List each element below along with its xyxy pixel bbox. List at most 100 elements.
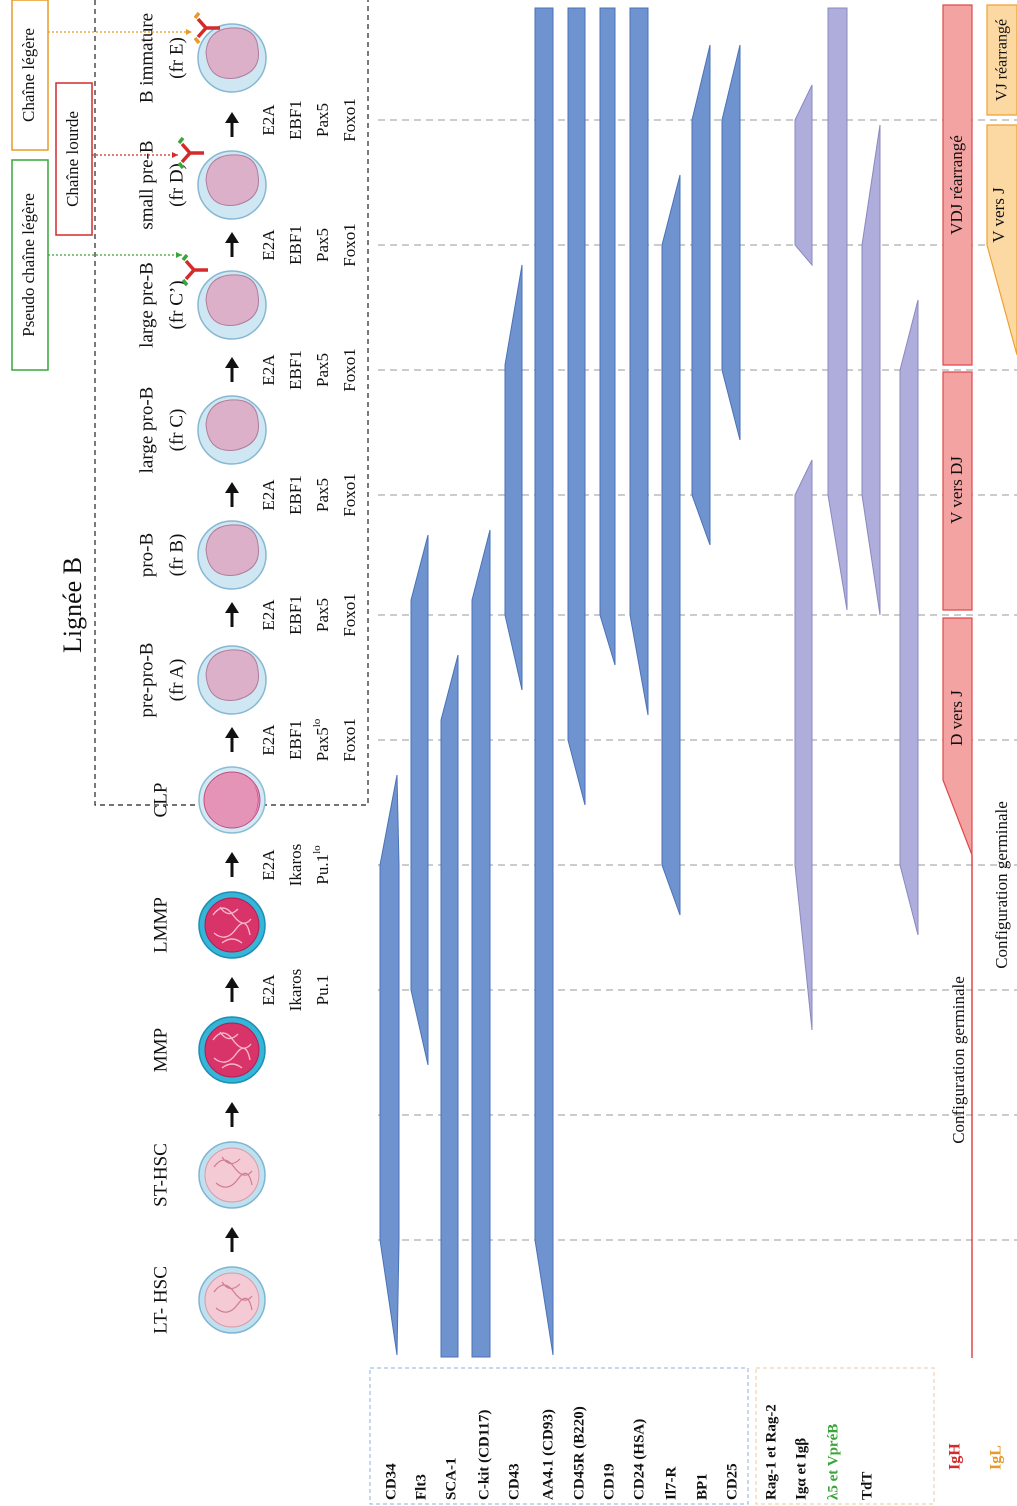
factor: Pax5lo: [311, 718, 332, 761]
factor: Pu.1: [313, 975, 332, 1006]
gene-label: TdT: [859, 1472, 875, 1500]
cell-nucleus: [204, 897, 260, 953]
arrow-head: [225, 602, 239, 613]
nucleus-crescent: [250, 780, 259, 820]
factor: Ikaros: [286, 844, 305, 886]
antibody-light: [181, 253, 189, 287]
antibody-heavy: [184, 259, 208, 281]
antibody-heavy: [196, 17, 220, 39]
igh-name: IgH: [947, 1443, 964, 1470]
stage-name: pre-pro-B: [136, 643, 157, 718]
cell: [198, 1141, 266, 1209]
marker-label: CD25: [724, 1463, 740, 1500]
factor: E2A: [259, 849, 278, 881]
arrow-head: [225, 112, 239, 123]
stage-name: MMP: [150, 1028, 171, 1072]
igh-segment: [942, 4, 973, 366]
arrow-head: [225, 232, 239, 243]
marker-bar: [379, 774, 400, 1356]
gene-bar: [827, 7, 848, 611]
connector-head: [176, 252, 182, 258]
marker-legend-box: [369, 1367, 749, 1505]
cell-nucleus: [205, 154, 260, 206]
gene-bar: [794, 84, 813, 267]
antibody-light: [193, 11, 201, 45]
factor-sup: lo: [311, 718, 323, 727]
factor: EBF1: [286, 595, 305, 635]
marker-label: CD24 (HSA): [631, 1419, 647, 1500]
factor: Pax5: [313, 478, 332, 512]
marker-label: CD43: [506, 1463, 522, 1500]
factor-sup: lo: [311, 845, 323, 854]
igh-segment: [942, 371, 973, 611]
gene-bar: [794, 459, 813, 1031]
cell-nucleus: [204, 1022, 260, 1078]
cell-nucleus: [205, 649, 260, 701]
arrow-head: [225, 1102, 239, 1113]
factor: Foxo1: [340, 718, 359, 761]
factor: E2A: [259, 104, 278, 136]
marker-label: CD19: [601, 1463, 617, 1500]
factor: EBF1: [286, 225, 305, 265]
igh-label: VDJ réarrangé: [947, 135, 966, 235]
marker-label: SCA-1: [443, 1457, 459, 1500]
factor: Pax5: [313, 103, 332, 137]
cell-nucleus: [205, 399, 260, 451]
factor: EBF1: [286, 100, 305, 140]
stage-fraction: (fr B): [166, 534, 187, 577]
chromatin: [213, 1156, 253, 1188]
stage-name: large pre-B: [136, 262, 157, 348]
factor: Pax5: [313, 228, 332, 262]
cell: [198, 1016, 266, 1084]
marker-bar: [410, 534, 429, 1066]
factor: E2A: [259, 354, 278, 386]
marker-label: AA4.1 (CD93): [540, 1409, 556, 1500]
chain-label: Chaîne légère: [19, 28, 38, 122]
marker-bar: [440, 654, 459, 1358]
factor: Ikaros: [286, 969, 305, 1011]
cell: [198, 891, 266, 959]
factor: Foxo1: [340, 223, 359, 266]
factor: E2A: [259, 229, 278, 261]
chain-label: Chaîne lourde: [63, 111, 82, 207]
chain-label: Pseudo chaîne légère: [19, 193, 38, 337]
gene-bar: [861, 124, 881, 616]
marker-label: BP1: [694, 1473, 710, 1500]
stage-name: pro-B: [136, 533, 157, 577]
stage-name: large pro-B: [136, 387, 157, 474]
lineage-box: [94, 0, 369, 806]
cell-nucleus: [204, 1147, 260, 1203]
cell: [197, 395, 267, 465]
cell-nucleus: [204, 1272, 260, 1328]
factor: E2A: [259, 599, 278, 631]
stage-fraction: (fr C’): [166, 280, 187, 329]
marker-bar: [534, 7, 554, 1356]
gene-bar: [899, 299, 919, 936]
cell: [197, 150, 267, 220]
marker-label: Flt3: [413, 1474, 429, 1500]
arrow-head: [225, 1227, 239, 1238]
cell: [197, 270, 267, 340]
stage-fraction: (fr D): [166, 163, 187, 207]
stage-name: B immature: [136, 13, 157, 103]
factor: Foxo1: [340, 593, 359, 636]
arrow-head: [225, 852, 239, 863]
marker-label: C-kit (CD117): [476, 1410, 492, 1500]
arrow-head: [225, 357, 239, 368]
chromatin: [212, 1031, 252, 1069]
stage-fraction: (fr E): [166, 37, 187, 79]
arrow-head: [225, 482, 239, 493]
cell-nucleus: [203, 771, 261, 829]
marker-label: CD45R (B220): [571, 1406, 587, 1500]
igh-label: D vers J: [947, 690, 966, 746]
factor-base: Pu.1: [313, 854, 332, 885]
igh-label: Configuration germinale: [949, 976, 968, 1144]
gene-label: Rag-1 et Rag-2: [763, 1404, 779, 1500]
factor: Foxo1: [340, 348, 359, 391]
cell: [197, 645, 267, 715]
lineage-title: Lignée B: [58, 557, 87, 653]
marker-bar: [629, 7, 649, 716]
igh-label: V vers DJ: [947, 456, 966, 524]
antibody-light: [177, 136, 185, 170]
